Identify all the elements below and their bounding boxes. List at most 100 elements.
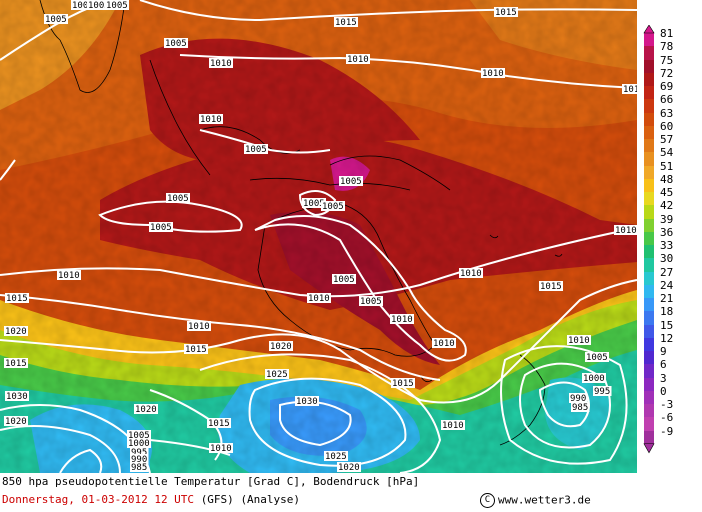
isobar-value: 1015 [495,8,517,18]
isobar-label: 1005 [321,201,345,212]
isobar-label-background [307,293,331,303]
isobar-label: 1020 [134,404,158,415]
legend-tick-label: 24 [660,278,674,292]
isobar-label: 1020 [337,462,361,473]
isobar-label: 1015 [391,378,415,389]
isobar-value: 1020 [5,417,27,427]
legend-color-cell [644,231,654,246]
legend-color-cell [644,430,654,445]
isobar-label-background [184,344,208,354]
legend-tick-label: 15 [660,318,674,332]
legend-color-cell [644,417,654,431]
isobar-value: 1025 [325,452,347,462]
isobar-label-background [614,225,637,235]
legend-color-cell [644,165,654,180]
isobar-label: 1030 [5,391,29,402]
isobar-label-background [332,274,356,284]
isobar-label-background [569,393,588,403]
isobar-value: 1015 [208,419,230,429]
legend-color-cell [644,205,654,219]
isobar-value: 1010 [482,69,504,79]
isobar-value: 1010 [308,294,330,304]
analysis-label: (Analyse) [240,493,301,506]
coast-java-timor [249,177,411,191]
isobar-label: 1000 [582,373,606,384]
isobar-value: 1005 [167,194,189,204]
isobar-value: 1015 [392,379,414,389]
isobar-label-background [269,341,293,351]
isobar-label: 1020 [4,326,28,337]
isobar-label-background [187,321,211,331]
coast-southeast-asia [39,0,126,93]
isobar-label-background [567,335,591,345]
isobar-label-background [346,54,370,64]
color-legend: 81 78 75 72 69 66 63 60 57 54 51 48 45 42 39 36 33 30 27 24… [640,25,702,455]
isobar-label-background [105,0,129,10]
legend-color-cell [644,59,654,74]
legend-color-cell [644,311,654,325]
isobar-label-background [337,462,361,472]
isobar-1015-subtropical [0,294,441,381]
isobar-value: 1005 [333,275,355,285]
isobar-value: 1015 [185,345,207,355]
isobar-label-background [391,378,415,388]
legend-tick-label: 63 [660,106,674,120]
isobar-label: 1015 [334,17,358,28]
isobar-label-background [209,443,233,453]
isobar-value: 1005 [128,431,150,441]
isobar-label: 1010 [307,293,331,304]
isobar-label: 1010 [390,314,414,325]
coast-borneo [199,126,301,154]
isobar-1025-high [248,377,407,467]
legend-tick-label: 12 [660,331,674,345]
legend-tick-label: 33 [660,239,674,252]
isobar-label-background [127,430,151,440]
isobar-1005-west [98,200,243,233]
isobar-value: 1010 [210,59,232,69]
isobar-label-background [244,144,268,154]
isobar-label-background [5,293,29,303]
isobar-label-background [199,114,223,124]
isobar-label-background [321,201,345,211]
isobar-value: 1025 [266,370,288,380]
legend-arrow-up-icon [643,25,655,34]
isobar-label-background [339,176,363,186]
isobar-label: 1030 [295,396,319,407]
isobar-label-background [295,396,319,406]
isobar-value: 1010 [210,444,232,454]
legend-tick-label: 42 [660,199,674,213]
isobar-value: 1010 [433,339,455,349]
isobar-value: 1010 [391,315,413,325]
isobar-label: 995 [130,447,149,458]
isobar-label-background [44,14,68,24]
isobar-label-background [164,38,188,48]
isobar-label-background [127,438,151,448]
isobar-value: 1005 [72,1,94,11]
isobar-value: 1005 [586,353,608,363]
isobar-label: 1010 [57,270,81,281]
isobar-label: 1025 [324,451,348,462]
isobar-label: 985 [571,402,590,413]
isobar-value: 1005 [150,223,172,233]
legend-color-cell [644,178,654,193]
isobar-label: 1005 [149,222,173,233]
isobar-value: 990 [570,394,586,404]
coast-sumatra [149,59,211,176]
legend-tick-label: 81 [660,27,674,40]
isobar-label: 1005 [166,193,190,204]
isobar-label: 1005 [302,198,326,209]
legend-color-cell [644,192,654,206]
isobar-label-background [149,222,173,232]
copyright-icon: C [480,493,495,508]
isobar-label: 1010 [441,420,465,431]
isobar-label-background [585,352,609,362]
legend-tick-label: 51 [660,159,674,173]
isobar-value: 1000 [583,374,605,384]
isobar-label: 1015 [5,293,29,304]
isobar-value: 1010 [460,269,482,279]
isobar-label-background [459,268,483,278]
isobar-label-background [494,7,518,17]
isobar-label: 1010 [432,338,456,349]
legend-color-cell [644,46,654,60]
legend-color-cell [644,72,654,87]
